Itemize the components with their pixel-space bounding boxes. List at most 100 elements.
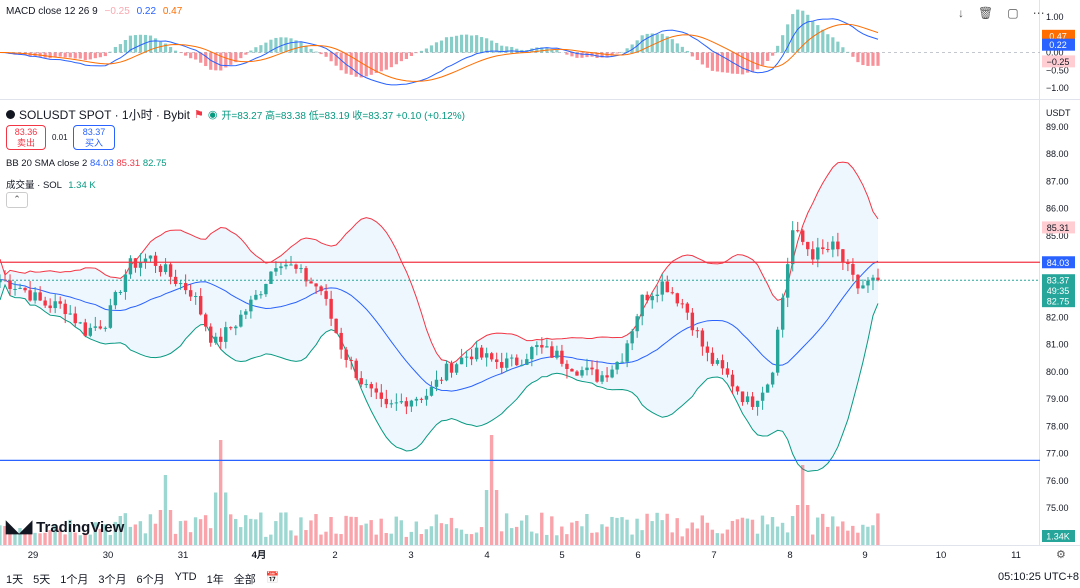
candle-body[interactable] — [620, 361, 624, 363]
candle-body[interactable] — [449, 363, 454, 373]
candle-body[interactable] — [229, 327, 233, 329]
move-down-icon[interactable]: ↓ — [958, 6, 964, 20]
candle-body[interactable] — [429, 386, 434, 396]
candle-body[interactable] — [409, 400, 414, 407]
candle-body[interactable] — [811, 249, 815, 260]
candle-body[interactable] — [289, 264, 293, 266]
candle-body[interactable] — [695, 330, 700, 332]
candle-body[interactable] — [404, 401, 409, 407]
candle-body[interactable] — [515, 357, 519, 366]
candle-body[interactable] — [349, 359, 353, 361]
candle-body[interactable] — [38, 292, 42, 301]
candle-body[interactable] — [670, 292, 674, 294]
candle-body[interactable] — [219, 336, 223, 342]
candle-body[interactable] — [826, 249, 830, 251]
flag-icon[interactable]: ⚑ — [193, 109, 204, 121]
candle-body[interactable] — [158, 265, 163, 273]
candle-body[interactable] — [224, 327, 228, 342]
candle-body[interactable] — [304, 268, 308, 282]
candle-body[interactable] — [690, 312, 695, 331]
candle-body[interactable] — [489, 353, 494, 360]
candle-body[interactable] — [479, 347, 484, 358]
candle-body[interactable] — [806, 241, 810, 250]
candle-body[interactable] — [540, 345, 544, 348]
candle-body[interactable] — [770, 372, 775, 385]
candle-body[interactable] — [801, 230, 805, 242]
candle-body[interactable] — [314, 283, 318, 287]
candle-body[interactable] — [249, 299, 253, 312]
candle-body[interactable] — [645, 294, 649, 301]
candle-body[interactable] — [188, 290, 193, 297]
candle-body[interactable] — [846, 262, 850, 265]
candle-body[interactable] — [841, 249, 845, 263]
candle-body[interactable] — [650, 296, 654, 301]
candle-body[interactable] — [585, 367, 589, 371]
candle-body[interactable] — [580, 370, 584, 376]
candle-body[interactable] — [18, 287, 22, 289]
candle-body[interactable] — [168, 264, 173, 277]
candle-body[interactable] — [856, 274, 860, 289]
candle-body[interactable] — [660, 281, 664, 295]
candle-body[interactable] — [605, 375, 609, 378]
trash-icon[interactable]: 🗑 — [978, 6, 994, 20]
candle-body[interactable] — [118, 291, 123, 293]
candle-body[interactable] — [876, 277, 880, 281]
sell-button[interactable]: 83.36 卖出 — [6, 125, 46, 150]
candle-body[interactable] — [570, 368, 574, 372]
candle-body[interactable] — [459, 357, 464, 365]
utc-clock[interactable]: 05:10:25 UTC+8 — [998, 571, 1080, 583]
candle-body[interactable] — [53, 301, 57, 309]
candle-body[interactable] — [354, 360, 358, 379]
candle-body[interactable] — [765, 384, 770, 393]
candle-body[interactable] — [705, 346, 710, 353]
candle-body[interactable] — [615, 361, 619, 370]
candle-body[interactable] — [494, 359, 499, 363]
candle-body[interactable] — [48, 305, 52, 309]
range-1y[interactable]: 1年 — [206, 574, 224, 586]
candle-body[interactable] — [871, 277, 875, 281]
candle-body[interactable] — [454, 364, 459, 373]
range-1d[interactable]: 1天 — [6, 574, 24, 586]
date-range-icon[interactable]: 📅 — [265, 572, 280, 584]
candle-body[interactable] — [444, 363, 449, 381]
candle-body[interactable] — [153, 255, 158, 266]
candle-body[interactable] — [279, 266, 283, 269]
candle-body[interactable] — [73, 313, 77, 324]
maximize-icon[interactable]: ▢ — [1007, 6, 1019, 20]
candle-body[interactable] — [630, 331, 634, 344]
candle-body[interactable] — [740, 391, 745, 403]
candle-body[interactable] — [725, 368, 730, 375]
candle-body[interactable] — [640, 294, 644, 317]
candle-body[interactable] — [8, 280, 12, 289]
bb-lower-line[interactable] — [0, 283, 879, 472]
candle-body[interactable] — [93, 326, 98, 328]
bb-upper-line[interactable] — [0, 161, 879, 365]
candle-body[interactable] — [359, 378, 363, 385]
candle-body[interactable] — [700, 330, 705, 347]
candle-body[interactable] — [299, 268, 303, 270]
candle-body[interactable] — [78, 322, 82, 324]
range-5d[interactable]: 5天 — [33, 574, 51, 586]
candle-body[interactable] — [319, 286, 323, 292]
candle-body[interactable] — [239, 314, 243, 327]
candle-body[interactable] — [324, 291, 328, 299]
candle-body[interactable] — [530, 347, 534, 360]
candle-body[interactable] — [535, 345, 539, 348]
candle-body[interactable] — [550, 346, 554, 358]
range-ytd[interactable]: YTD — [174, 571, 197, 583]
range-all[interactable]: 全部 — [233, 574, 256, 586]
candle-body[interactable] — [369, 384, 373, 389]
candle-body[interactable] — [339, 332, 343, 350]
candle-body[interactable] — [259, 294, 263, 296]
candle-body[interactable] — [439, 379, 444, 381]
range-1m[interactable]: 1个月 — [60, 574, 89, 586]
candle-body[interactable] — [831, 241, 835, 250]
candle-body[interactable] — [816, 247, 820, 260]
candle-body[interactable] — [735, 386, 740, 392]
candle-body[interactable] — [364, 384, 368, 386]
candle-body[interactable] — [284, 264, 288, 267]
candle-body[interactable] — [685, 303, 690, 313]
candle-body[interactable] — [178, 283, 183, 285]
candle-body[interactable] — [254, 294, 258, 300]
candle-body[interactable] — [23, 287, 27, 291]
